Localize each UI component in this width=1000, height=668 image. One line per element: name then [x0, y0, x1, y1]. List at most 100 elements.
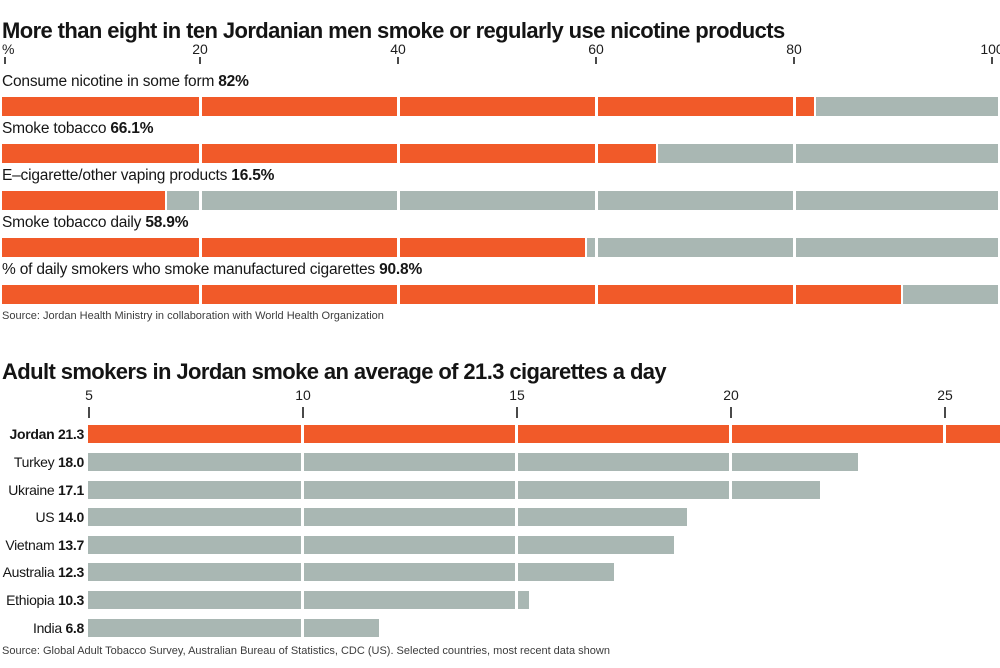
- bar-gridline: [300, 563, 304, 582]
- bar-track: [2, 97, 998, 116]
- axis-tick: [730, 407, 732, 418]
- category-name: Australia: [2, 564, 58, 581]
- bar-gridline: [198, 191, 202, 210]
- bar-gridline: [792, 144, 796, 163]
- bar-gridline: [198, 285, 202, 304]
- bar-gridline: [792, 285, 796, 304]
- category-name: Vietnam: [5, 536, 58, 553]
- bar-fill: [2, 285, 901, 304]
- category-value: 12.3: [57, 564, 84, 581]
- chart2-title: Adult smokers in Jordan smoke an average…: [2, 358, 667, 384]
- bar-track: [2, 191, 998, 210]
- bar-gridline: [300, 535, 304, 554]
- category-name: Smoke tobacco daily: [2, 214, 146, 231]
- bar-label: Smoke tobacco daily 58.9%: [2, 214, 188, 232]
- bar-gridline: [396, 191, 400, 210]
- bar-gridline: [792, 191, 796, 210]
- bar-track: [2, 144, 998, 163]
- bar-gridline: [514, 563, 518, 582]
- bar-gridline: [728, 453, 732, 471]
- bar-fill: [88, 425, 1000, 444]
- bar-gridline: [792, 97, 796, 116]
- category-value: 17.1: [57, 481, 84, 498]
- bar-gridline: [514, 453, 518, 471]
- axis-tick: [944, 407, 946, 418]
- axis-tick-label: 20: [723, 387, 739, 403]
- category-name: Ethiopia: [6, 592, 58, 608]
- axis-tick: [199, 57, 201, 64]
- bar-gridline: [300, 591, 304, 609]
- bar-label: Australia 12.3: [2, 563, 85, 581]
- bar-gridline: [396, 97, 400, 116]
- bar-gridline: [300, 480, 304, 499]
- bar-label: Consume nicotine in some form 82%: [2, 73, 249, 91]
- bar-gridline: [514, 480, 518, 499]
- bar-label: US 14.0: [35, 508, 84, 526]
- chart1-source: Source: Jordan Health Ministry in collab…: [2, 310, 384, 322]
- bar-gridline: [514, 508, 518, 527]
- bar-gridline: [514, 591, 518, 609]
- bar-fill: [88, 618, 379, 637]
- bar-gridline: [198, 144, 202, 163]
- bar-fill: [2, 238, 586, 257]
- axis-tick: [991, 57, 993, 64]
- bar-fill: [88, 453, 859, 471]
- axis-tick-label: 100: [980, 41, 1000, 57]
- bar-gridline: [514, 425, 518, 444]
- bar-gridline: [728, 425, 732, 444]
- category-value: 10.3: [57, 592, 84, 608]
- bar-gridline: [396, 285, 400, 304]
- bar-gridline: [728, 480, 732, 499]
- bar-label: Ethiopia 10.3: [6, 591, 84, 609]
- bar-track: [2, 285, 998, 304]
- category-name: Consume nicotine in some form: [2, 73, 219, 90]
- bar-fill: [88, 480, 820, 499]
- axis-tick-label: 10: [295, 387, 311, 403]
- bar-gridline: [300, 508, 304, 527]
- category-name: % of daily smokers who smoke manufacture…: [2, 261, 380, 278]
- bar-fill: [2, 97, 814, 116]
- category-value: 66.1%: [110, 120, 154, 137]
- category-value: 18.0: [57, 454, 84, 470]
- category-name: US: [35, 509, 58, 526]
- bar-gridline: [300, 425, 304, 444]
- axis-tick-label: 15: [509, 387, 525, 403]
- bar-fill: [2, 144, 657, 163]
- bar-fill: [88, 563, 615, 582]
- bar-gridline: [396, 238, 400, 257]
- axis-tick-label: %: [2, 41, 15, 57]
- bar-gridline: [198, 238, 202, 257]
- bar-label: Ukraine 17.1: [8, 481, 84, 499]
- chart1-title: More than eight in ten Jordanian men smo…: [2, 17, 785, 43]
- bar-label: Vietnam 13.7: [5, 536, 84, 554]
- axis-tick: [595, 57, 597, 64]
- bar-label: India 6.8: [33, 619, 84, 637]
- category-value: 6.8: [65, 619, 84, 636]
- axis-tick-label: 5: [85, 387, 93, 403]
- bar-gridline: [300, 453, 304, 471]
- category-name: India: [32, 619, 66, 636]
- bar-gridline: [792, 238, 796, 257]
- bar-fill: [88, 535, 675, 554]
- bar-label: Jordan 21.3: [9, 425, 84, 443]
- bar-label: E–cigarette/other vaping products 16.5%: [2, 167, 274, 185]
- category-name: Ukraine: [8, 481, 58, 498]
- axis-tick: [88, 407, 90, 418]
- axis-tick-label: 25: [937, 387, 953, 403]
- category-value: 21.3: [57, 426, 84, 443]
- axis-tick: [516, 407, 518, 418]
- axis-tick: [793, 57, 795, 64]
- bar-gridline: [300, 618, 304, 637]
- axis-tick: [302, 407, 304, 418]
- axis-tick-label: 40: [390, 41, 406, 57]
- category-value: 13.7: [57, 536, 84, 553]
- bar-gridline: [594, 238, 598, 257]
- axis-tick-label: 80: [786, 41, 802, 57]
- bar-gridline: [594, 191, 598, 210]
- category-value: 16.5%: [231, 167, 275, 184]
- bar-fill: [88, 591, 529, 609]
- bar-fill: [88, 508, 688, 527]
